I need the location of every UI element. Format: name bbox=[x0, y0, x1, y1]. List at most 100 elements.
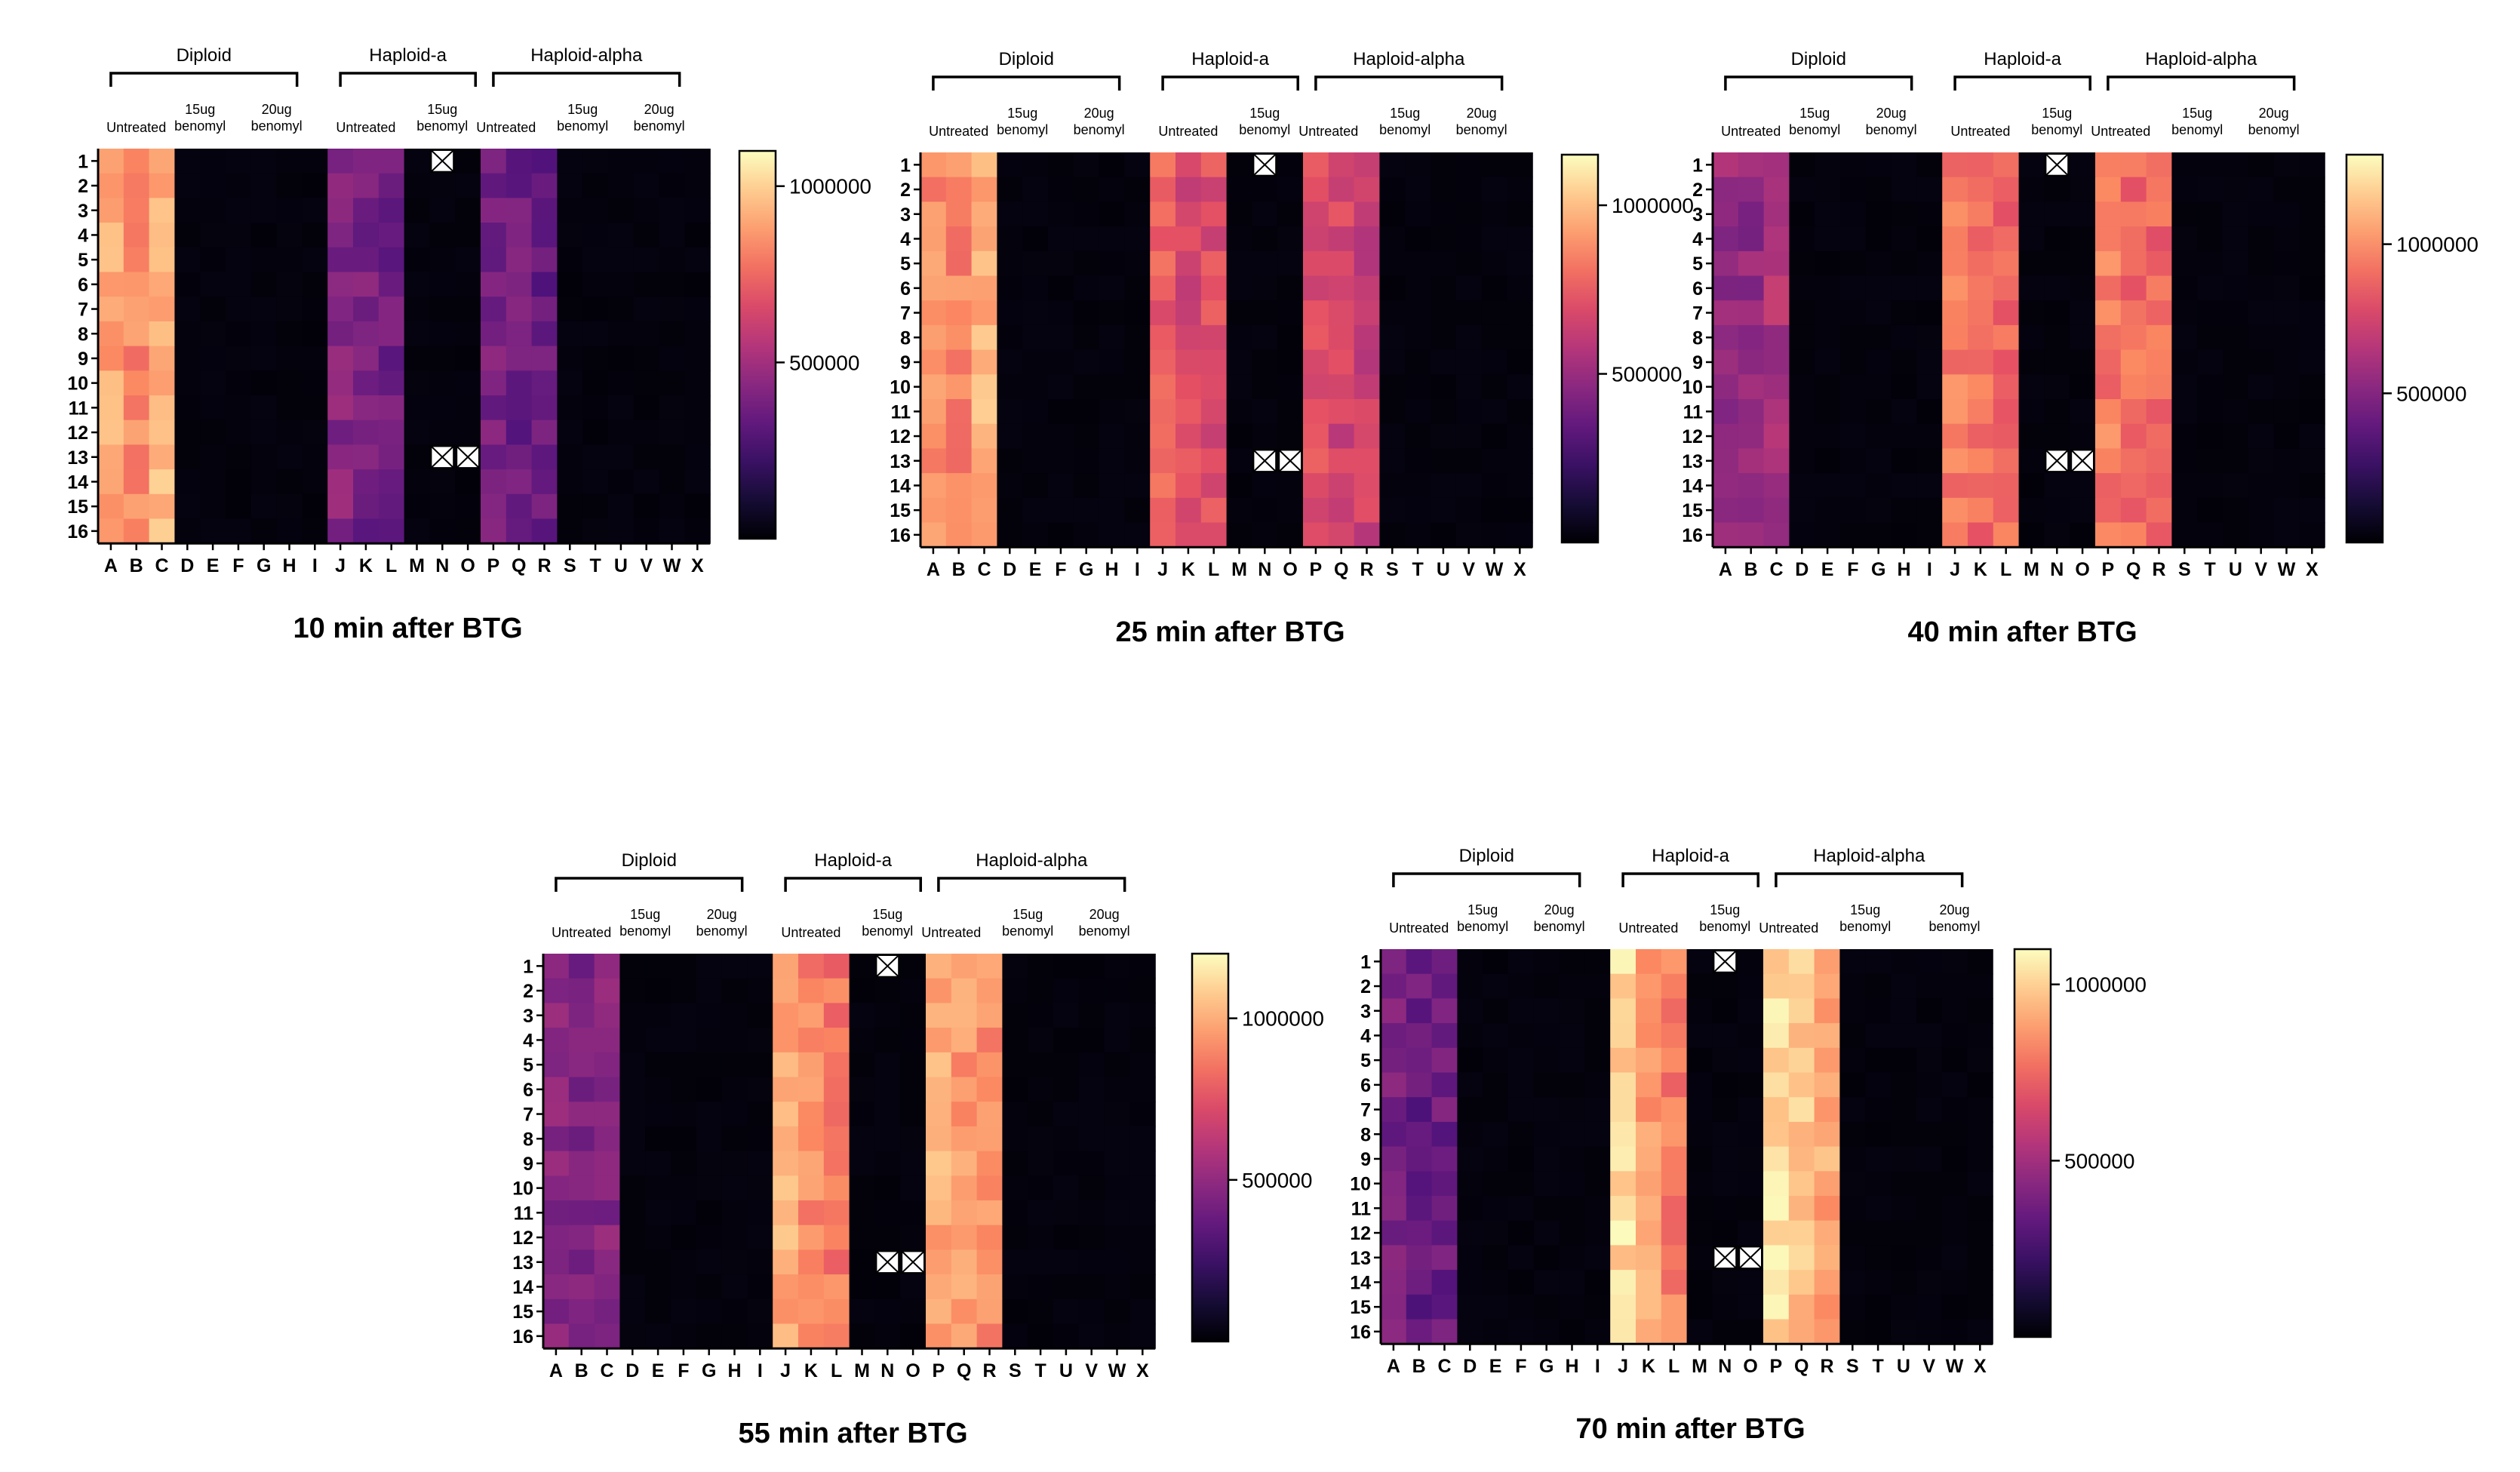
group-bracket bbox=[555, 877, 744, 892]
heatmap-cell bbox=[1431, 1196, 1458, 1222]
x-tick-label: A bbox=[1719, 559, 1732, 580]
heatmap-cell bbox=[1763, 522, 1790, 548]
y-tick-label: 9 bbox=[1692, 352, 1703, 373]
heatmap-cell bbox=[1865, 1097, 1892, 1123]
heatmap-cell bbox=[1104, 1274, 1130, 1300]
heatmap-cell bbox=[1354, 448, 1380, 474]
heatmap-cell bbox=[481, 370, 507, 396]
heatmap-cell bbox=[1175, 152, 1202, 178]
heatmap-cell bbox=[1028, 1052, 1054, 1078]
heatmap-cell bbox=[543, 1052, 570, 1078]
excluded-cell-cross bbox=[1713, 950, 1737, 973]
heatmap-cell bbox=[226, 272, 252, 297]
heatmap-cell bbox=[98, 321, 124, 347]
heatmap-cell bbox=[276, 518, 303, 544]
heatmap-cell bbox=[174, 149, 201, 174]
heatmap-cell bbox=[302, 223, 328, 248]
heatmap-cell bbox=[1483, 1023, 1509, 1049]
heatmap-cell bbox=[506, 444, 533, 470]
heatmap-cell bbox=[1508, 973, 1535, 999]
heatmap-cell bbox=[404, 518, 430, 544]
heatmap-cell bbox=[1073, 250, 1100, 277]
heatmap-cell bbox=[2223, 448, 2249, 474]
heatmap-cell bbox=[1406, 1171, 1433, 1197]
heatmap-cell bbox=[951, 1102, 978, 1127]
heatmap-cell bbox=[226, 297, 252, 322]
heatmap-cell bbox=[1840, 300, 1867, 326]
heatmap-cell bbox=[200, 321, 226, 347]
heatmap-cell bbox=[2070, 324, 2096, 351]
heatmap-cell bbox=[1941, 1196, 1968, 1222]
heatmap-cell bbox=[671, 1126, 697, 1152]
heatmap-cell bbox=[1738, 1072, 1764, 1098]
heatmap-cell bbox=[1431, 275, 1457, 301]
heatmap-cell bbox=[2248, 522, 2275, 548]
heatmap-cell bbox=[849, 1102, 875, 1127]
heatmap-cell bbox=[1738, 399, 1765, 425]
heatmap-cell bbox=[1891, 324, 1917, 351]
heatmap-cell bbox=[594, 1052, 620, 1078]
x-tick-label: W bbox=[1946, 1356, 1964, 1377]
heatmap-cell bbox=[747, 1249, 773, 1275]
heatmap-cell bbox=[1200, 399, 1228, 425]
y-tick-label: 1 bbox=[1692, 155, 1703, 176]
heatmap-cell bbox=[404, 444, 430, 470]
heatmap-cell bbox=[506, 272, 533, 297]
x-tick-label: W bbox=[663, 555, 681, 576]
heatmap-cell bbox=[1048, 177, 1074, 202]
heatmap-cell bbox=[353, 469, 380, 495]
heatmap-cell bbox=[226, 444, 252, 470]
heatmap-cell bbox=[900, 1052, 927, 1078]
condition-label: Untreated bbox=[1950, 124, 2010, 139]
heatmap-cell bbox=[1481, 177, 1507, 202]
heatmap-cell bbox=[1277, 250, 1304, 277]
heatmap-cell bbox=[1508, 1121, 1535, 1148]
heatmap-cell bbox=[1379, 497, 1406, 524]
heatmap-cell bbox=[659, 173, 685, 198]
heatmap-cell bbox=[1891, 1023, 1917, 1049]
heatmap-cell bbox=[633, 272, 660, 297]
heatmap-cell bbox=[1916, 522, 1943, 548]
heatmap-cell bbox=[1763, 423, 1790, 449]
heatmap-cell bbox=[543, 1175, 570, 1201]
heatmap-cell bbox=[1073, 399, 1100, 425]
heatmap-cell bbox=[823, 1003, 850, 1028]
heatmap-cell bbox=[1406, 1220, 1433, 1246]
heatmap-cell bbox=[1129, 1175, 1156, 1201]
heatmap-cell bbox=[174, 173, 201, 198]
heatmap-cell bbox=[1303, 300, 1329, 326]
heatmap-cell bbox=[1815, 152, 1841, 178]
heatmap-cell bbox=[2197, 275, 2223, 301]
condition-label: 20ug benomyl bbox=[634, 102, 685, 134]
heatmap-cell bbox=[2120, 473, 2147, 499]
heatmap-cell bbox=[1431, 1319, 1458, 1344]
y-tick-label: 7 bbox=[900, 303, 911, 324]
heatmap-cell bbox=[1559, 1072, 1585, 1098]
heatmap-cell bbox=[1916, 949, 1943, 975]
heatmap-cell bbox=[1379, 349, 1406, 375]
heatmap-cell bbox=[849, 1126, 875, 1152]
heatmap-cell bbox=[1002, 1077, 1028, 1102]
heatmap-cell bbox=[1150, 423, 1176, 449]
condition-label: 20ug benomyl bbox=[1928, 902, 1980, 934]
heatmap-cell bbox=[1891, 1121, 1917, 1148]
heatmap-cell bbox=[250, 198, 278, 223]
heatmap-cell bbox=[2146, 423, 2172, 449]
heatmap-cell bbox=[874, 1077, 901, 1102]
heatmap-cell bbox=[531, 395, 558, 421]
heatmap-cell bbox=[1431, 973, 1458, 999]
heatmap-cell bbox=[1002, 978, 1028, 1003]
heatmap-cell bbox=[1788, 998, 1815, 1024]
x-tick-label: E bbox=[652, 1360, 665, 1381]
condition-label: 15ug benomyl bbox=[174, 102, 226, 134]
condition-label: Untreated bbox=[1158, 124, 1218, 139]
heatmap-cell bbox=[671, 1003, 697, 1028]
heatmap-cell bbox=[1788, 1196, 1815, 1222]
heatmap-cell bbox=[582, 297, 609, 322]
y-tick-label: 8 bbox=[1360, 1124, 1371, 1145]
heatmap-cell bbox=[645, 954, 671, 979]
heatmap-cell bbox=[2273, 399, 2300, 425]
y-tick-label: 2 bbox=[78, 176, 88, 197]
heatmap-cell bbox=[1559, 1220, 1585, 1246]
heatmap-cell bbox=[671, 1052, 697, 1078]
